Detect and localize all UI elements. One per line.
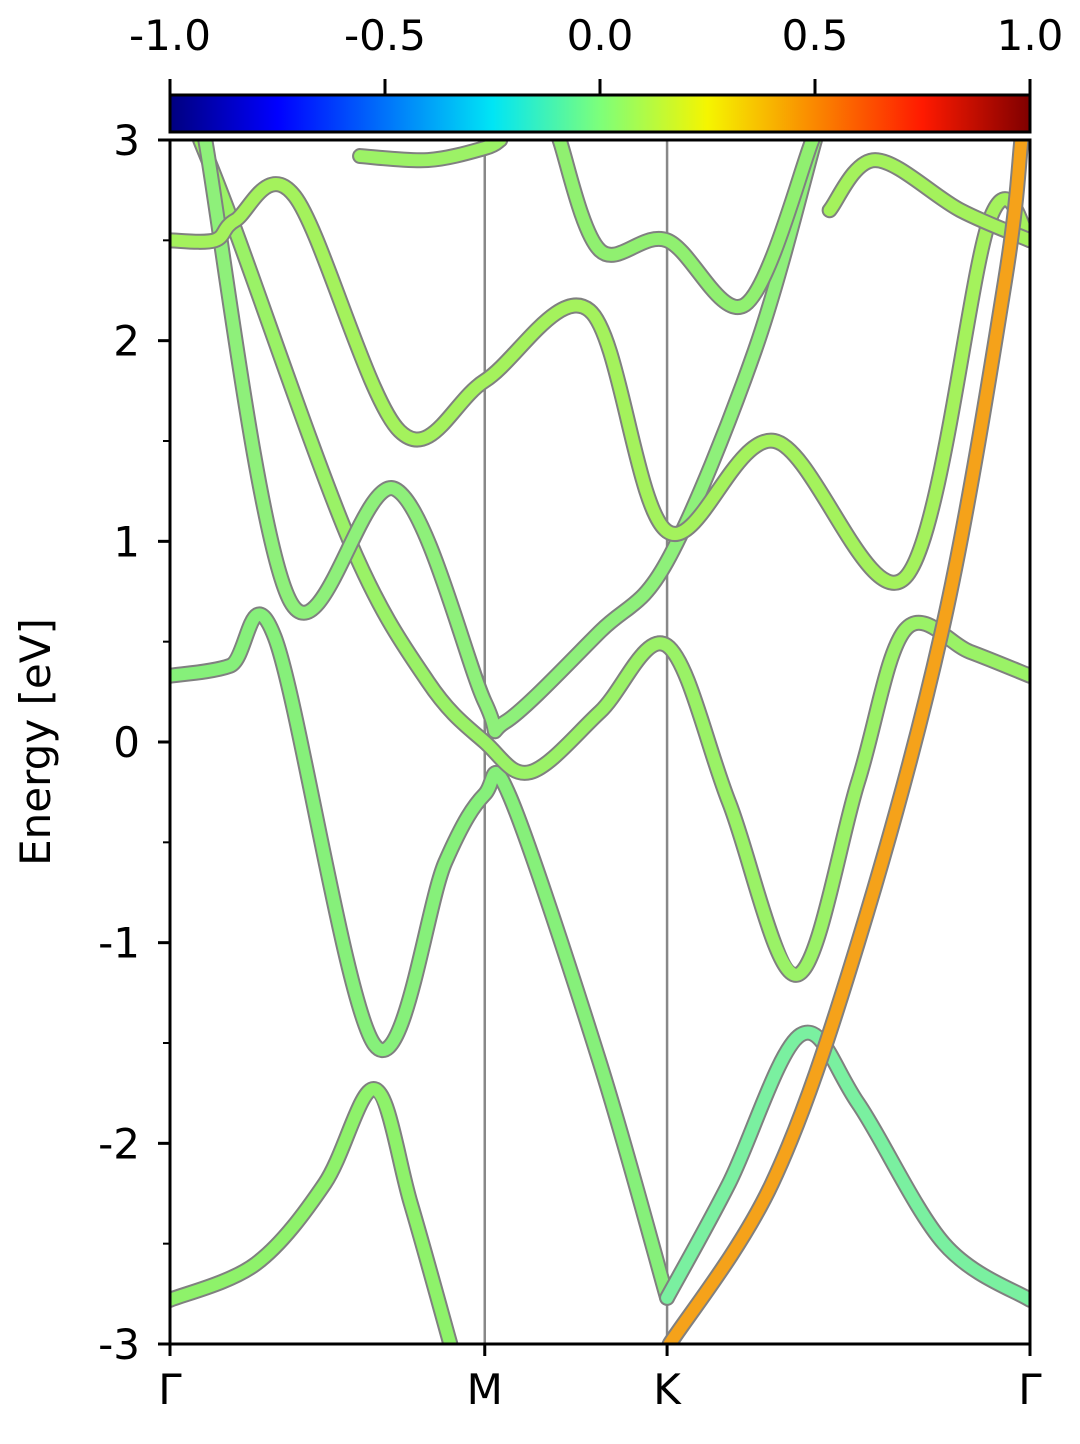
y-tick-label: -2 [98, 1119, 140, 1168]
band [170, 1083, 457, 1344]
band [194, 140, 1030, 981]
y-tick-label: 3 [113, 116, 140, 165]
y-tick-label: -3 [98, 1320, 140, 1369]
band [823, 154, 1030, 247]
y-tick-label: 1 [113, 517, 140, 566]
x-tick-label: K [653, 1365, 682, 1414]
band-outline [170, 1081, 459, 1344]
colorbar-tick-label: -0.5 [344, 11, 426, 60]
y-tick-label: 0 [113, 718, 140, 767]
colorbar-tick-label: -1.0 [129, 11, 211, 60]
x-tick-label: M [467, 1365, 503, 1414]
colorbar-tick-label: 0.0 [567, 11, 634, 60]
y-tick-label: -1 [98, 919, 140, 968]
band [170, 608, 674, 1304]
x-tick-label: Γ [158, 1365, 182, 1414]
colorbar-tick-label: 0.5 [782, 11, 849, 60]
y-tick-label: 2 [113, 317, 140, 366]
band [663, 140, 1028, 1344]
y-axis-label: Energy [eV] [11, 618, 60, 866]
bands [170, 140, 1030, 1344]
x-tick-label: Γ [1018, 1365, 1042, 1414]
colorbar-tick-label: 1.0 [997, 11, 1064, 60]
band [199, 140, 821, 738]
colorbar [168, 93, 1032, 134]
band [553, 140, 819, 313]
band [354, 140, 507, 167]
band [170, 178, 1030, 589]
